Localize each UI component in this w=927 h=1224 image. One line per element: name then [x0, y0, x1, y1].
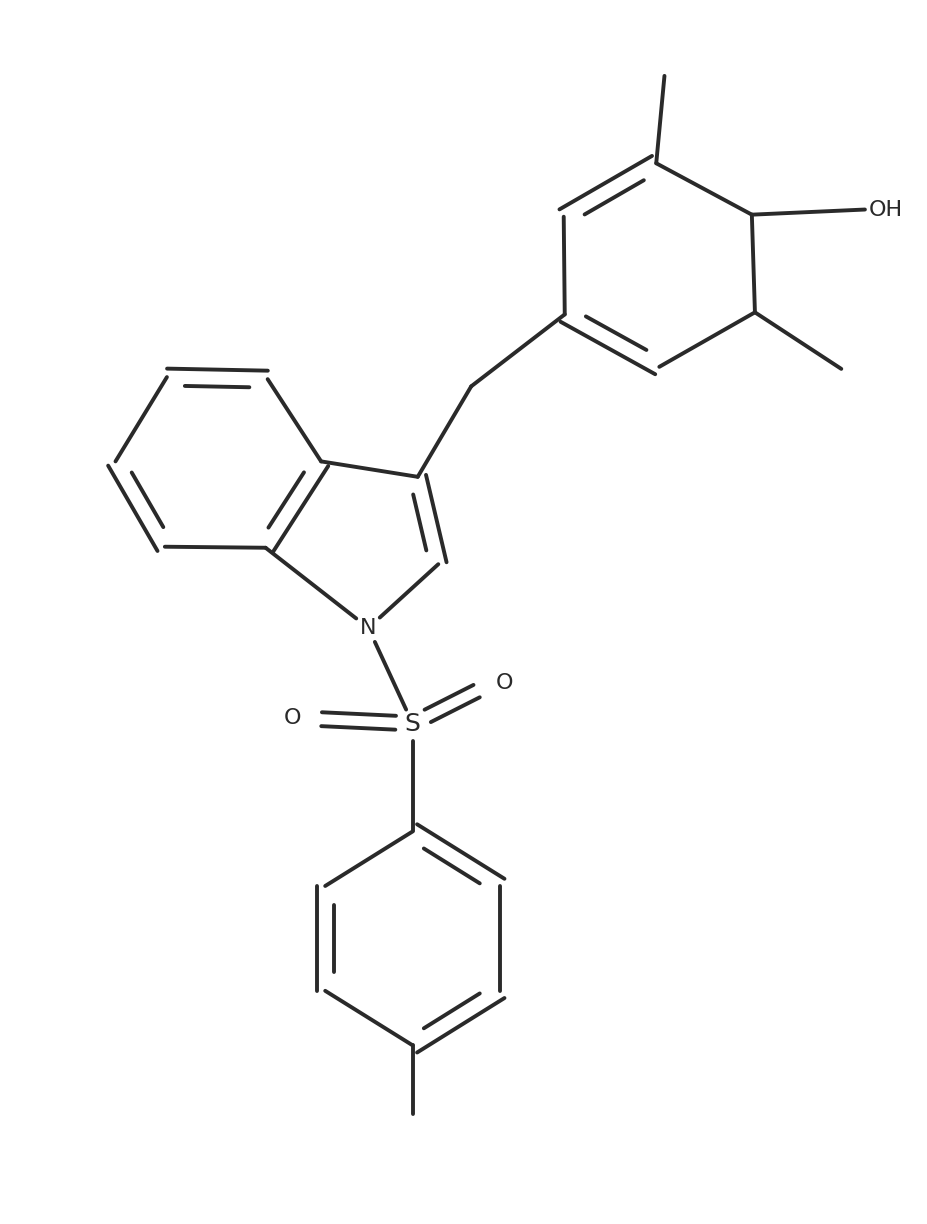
Text: OH: OH: [868, 200, 902, 219]
Text: O: O: [283, 709, 300, 728]
Text: N: N: [360, 618, 376, 638]
Text: S: S: [404, 711, 420, 736]
Text: O: O: [495, 673, 513, 694]
